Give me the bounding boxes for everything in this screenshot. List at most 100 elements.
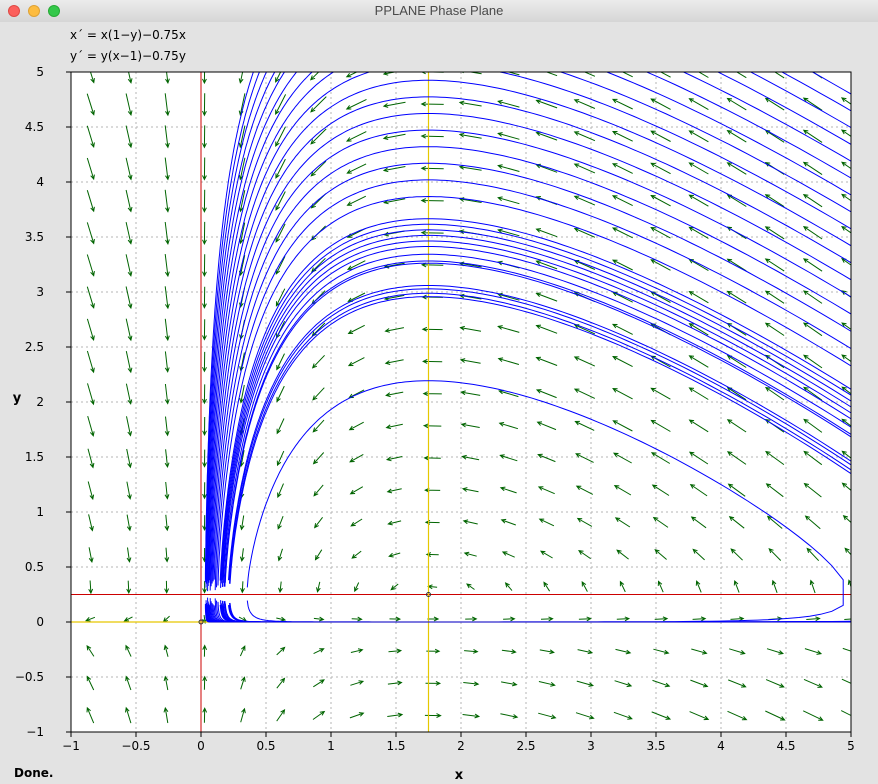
y-tick-label: −1 (26, 725, 44, 739)
direction-arrow (164, 189, 170, 213)
direction-arrow (460, 422, 480, 428)
direction-arrow (202, 221, 207, 246)
direction-arrow (730, 548, 743, 561)
direction-arrow (351, 616, 363, 622)
direction-arrow (535, 292, 558, 302)
direction-arrow (85, 616, 96, 622)
direction-arrow (277, 516, 284, 530)
direction-arrow (726, 451, 747, 465)
direction-arrow (462, 713, 481, 719)
direction-arrow (313, 484, 324, 497)
direction-arrow (771, 579, 778, 593)
direction-arrow (804, 648, 823, 655)
close-window-button[interactable] (8, 5, 20, 17)
direction-arrow (164, 481, 170, 500)
direction-arrow (461, 487, 479, 493)
direction-arrow (695, 580, 702, 593)
direction-arrow (774, 72, 785, 79)
direction-arrow (125, 318, 133, 342)
x-tick-label: 5 (847, 739, 855, 753)
direction-arrow (458, 197, 482, 203)
direction-arrow (802, 322, 823, 337)
direction-arrow (842, 515, 851, 524)
direction-arrow (650, 227, 671, 239)
direction-arrow (240, 581, 245, 594)
direction-arrow (276, 418, 285, 435)
direction-arrow (501, 551, 515, 558)
zoom-window-button[interactable] (48, 5, 60, 17)
direction-arrow (841, 193, 851, 202)
direction-arrow (500, 518, 516, 526)
direction-arrow (688, 355, 709, 368)
direction-arrow (650, 130, 671, 142)
direction-arrow (802, 129, 823, 143)
direction-arrow (537, 486, 555, 495)
direction-arrow (768, 547, 782, 561)
direction-arrow (164, 221, 170, 245)
direction-arrow (688, 130, 709, 143)
direction-arrow (537, 453, 556, 463)
direction-arrow (276, 677, 286, 689)
direction-arrow (728, 679, 747, 688)
direction-arrow (545, 72, 558, 77)
direction-arrow (764, 386, 785, 401)
direction-arrow (385, 391, 404, 398)
direction-arrow (803, 450, 823, 466)
direction-arrow (503, 616, 516, 622)
y-tick-label: 2 (36, 395, 44, 409)
direction-arrow (621, 72, 633, 78)
status-text: Done. (14, 766, 54, 780)
direction-arrow (500, 713, 519, 719)
x-tick-label: −0.5 (121, 739, 150, 753)
direction-arrow (202, 482, 207, 500)
x-tick-label: 4.5 (776, 739, 795, 753)
direction-arrow (347, 357, 365, 367)
direction-arrow (806, 547, 820, 562)
direction-arrow (275, 72, 282, 83)
direction-arrow (726, 419, 747, 433)
phase-plane-chart[interactable]: −1 −0.5 0 0.5 1 1.5 2 2.5 3 3.5 4 4.5 5 −1 −0.5 0 0.5 1 1… (0, 22, 878, 784)
direction-arrow (840, 129, 851, 137)
direction-arrow (840, 710, 851, 717)
direction-arrow (844, 547, 851, 556)
direction-arrow (466, 583, 475, 590)
direction-arrow (764, 226, 785, 240)
direction-arrow (841, 354, 851, 363)
direction-arrow (202, 416, 207, 436)
x-axis: −1 −0.5 0 0.5 1 1.5 2 2.5 3 3.5 4 4.5 5 (62, 732, 855, 753)
direction-arrow (611, 323, 633, 335)
direction-arrow (729, 648, 746, 655)
direction-arrow (312, 419, 325, 433)
direction-arrow (354, 582, 360, 593)
direction-arrow (384, 359, 404, 365)
direction-arrow (202, 384, 207, 405)
direction-arrow (86, 350, 95, 374)
direction-arrow (619, 580, 626, 593)
direction-arrow (346, 195, 367, 206)
direction-arrow (497, 132, 520, 140)
direction-arrow (650, 98, 671, 110)
direction-arrow (543, 581, 551, 592)
direction-arrow (535, 99, 558, 109)
direction-arrow (276, 708, 286, 722)
direction-arrow (802, 193, 823, 208)
direction-arrow (650, 419, 671, 432)
direction-arrow (346, 260, 366, 270)
minimize-window-button[interactable] (28, 5, 40, 17)
direction-arrow (765, 450, 785, 466)
direction-arrow (125, 221, 133, 245)
direction-arrow (275, 288, 286, 307)
direction-arrow (535, 228, 558, 238)
direction-arrow (726, 129, 747, 143)
direction-arrow (727, 710, 748, 721)
direction-arrow (576, 680, 595, 687)
x-tick-label: 3.5 (646, 739, 665, 753)
direction-arrow (202, 189, 207, 213)
direction-arrow (86, 190, 95, 213)
direction-arrow (728, 515, 745, 529)
direction-arrow (87, 383, 95, 406)
direction-arrow (314, 549, 323, 561)
direction-arrow (809, 579, 816, 594)
direction-arrow (540, 550, 553, 559)
direction-arrow (240, 707, 246, 723)
